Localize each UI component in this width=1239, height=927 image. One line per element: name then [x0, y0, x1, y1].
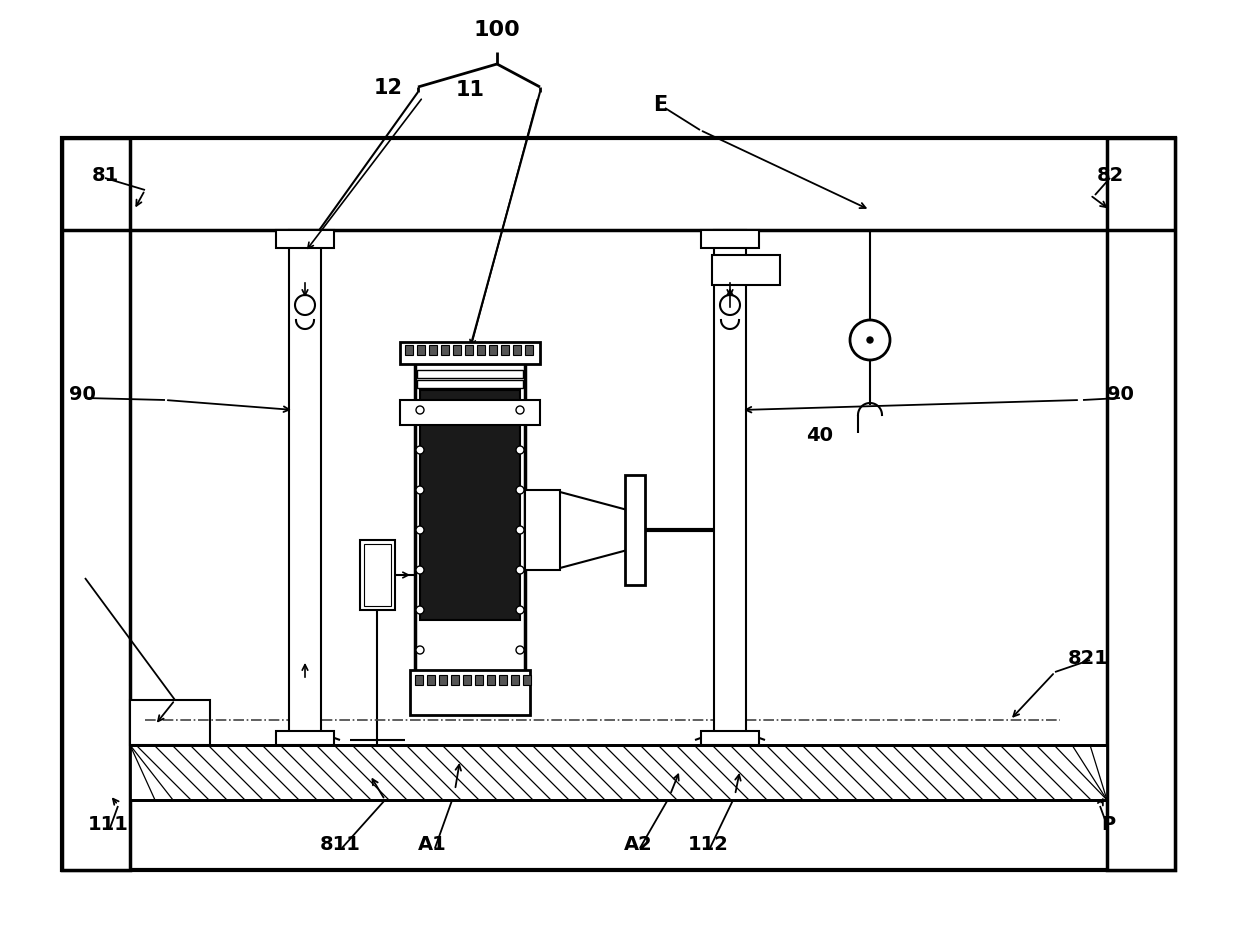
Bar — [714, 230, 746, 745]
Text: 82: 82 — [1097, 166, 1124, 184]
Circle shape — [416, 646, 424, 654]
Bar — [130, 745, 1106, 800]
Text: 11: 11 — [456, 80, 484, 100]
Bar — [276, 230, 335, 248]
Bar — [451, 675, 458, 685]
Bar — [400, 342, 540, 364]
Bar — [475, 675, 483, 685]
Text: A1: A1 — [418, 835, 446, 855]
Bar — [415, 360, 525, 710]
Text: E: E — [653, 95, 667, 115]
Bar — [510, 675, 519, 685]
Circle shape — [515, 566, 524, 574]
Text: 90: 90 — [68, 386, 95, 404]
Bar — [405, 345, 413, 355]
Circle shape — [416, 566, 424, 574]
Bar — [525, 345, 533, 355]
Bar — [453, 345, 461, 355]
Bar — [501, 345, 509, 355]
Circle shape — [515, 526, 524, 534]
Bar — [465, 345, 473, 355]
Bar — [477, 345, 484, 355]
Circle shape — [416, 486, 424, 494]
Bar — [523, 675, 532, 685]
Bar — [410, 670, 530, 715]
Circle shape — [416, 446, 424, 454]
Circle shape — [416, 526, 424, 534]
Bar — [624, 475, 646, 585]
Bar — [276, 731, 335, 745]
Text: 821: 821 — [1068, 649, 1109, 667]
Circle shape — [515, 646, 524, 654]
Bar — [525, 490, 560, 570]
Bar — [487, 675, 496, 685]
Bar — [441, 345, 449, 355]
Text: 81: 81 — [92, 166, 119, 184]
Bar — [62, 138, 1175, 870]
Circle shape — [515, 486, 524, 494]
Bar — [499, 675, 507, 685]
Bar — [418, 345, 425, 355]
Bar — [62, 138, 130, 870]
Text: A2: A2 — [623, 835, 653, 855]
Circle shape — [515, 406, 524, 414]
Circle shape — [416, 406, 424, 414]
Circle shape — [416, 606, 424, 614]
Bar — [701, 230, 760, 248]
Text: 111: 111 — [88, 816, 129, 834]
Text: 100: 100 — [473, 20, 520, 40]
Text: 90: 90 — [1106, 386, 1134, 404]
Bar — [418, 380, 523, 388]
Bar — [427, 675, 435, 685]
Text: 112: 112 — [688, 835, 729, 855]
Text: 811: 811 — [320, 835, 361, 855]
Bar — [415, 675, 422, 685]
Bar — [130, 700, 209, 745]
Text: 12: 12 — [373, 78, 403, 98]
Bar — [289, 230, 321, 745]
Bar — [400, 400, 540, 425]
Bar — [420, 390, 520, 620]
Bar — [1106, 138, 1175, 870]
Bar — [712, 255, 781, 285]
Bar — [463, 675, 471, 685]
Bar — [418, 370, 523, 378]
Circle shape — [515, 446, 524, 454]
Circle shape — [515, 606, 524, 614]
Bar — [361, 540, 395, 610]
Bar — [489, 345, 497, 355]
Bar — [701, 731, 760, 745]
Text: 40: 40 — [807, 425, 834, 445]
Bar — [513, 345, 522, 355]
Text: P: P — [1101, 816, 1115, 834]
Circle shape — [867, 337, 873, 343]
Bar — [364, 544, 392, 606]
Bar — [439, 675, 447, 685]
Bar — [429, 345, 437, 355]
